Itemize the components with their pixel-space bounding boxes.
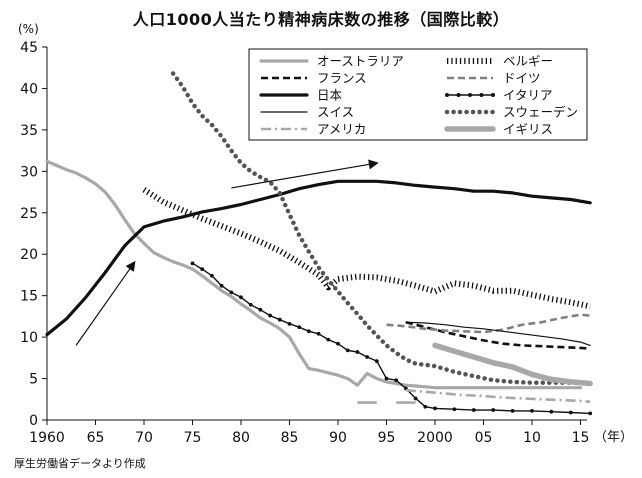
series-point-6 bbox=[384, 376, 389, 381]
series-line-3 bbox=[405, 320, 591, 350]
series-point-6 bbox=[423, 404, 428, 409]
legend-label: アメリカ bbox=[317, 122, 366, 137]
series-point-6 bbox=[345, 348, 350, 353]
y-tick-label: 20 bbox=[20, 247, 38, 263]
series-point-6 bbox=[549, 409, 554, 414]
series-point-6 bbox=[413, 396, 418, 401]
series-point-6 bbox=[200, 267, 205, 272]
series-point-6 bbox=[471, 408, 476, 412]
series-point-6 bbox=[258, 307, 263, 312]
series-point-6 bbox=[239, 295, 243, 300]
legend-label: イギリス bbox=[503, 122, 553, 137]
series-line-8 bbox=[170, 71, 593, 386]
legend-label: スイス bbox=[317, 105, 354, 120]
source-note: 厚生労働省データより作成 bbox=[14, 457, 146, 470]
x-tick-label: 10 bbox=[523, 430, 541, 446]
series-line-1 bbox=[45, 159, 583, 390]
legend-label: イタリア bbox=[503, 88, 553, 103]
y-tick-label: 0 bbox=[29, 413, 38, 429]
trend-arrow bbox=[231, 159, 379, 189]
series-point-6 bbox=[287, 321, 292, 326]
legend-swatch-point bbox=[479, 93, 484, 97]
series-point-6 bbox=[268, 313, 272, 318]
y-tick-label: 25 bbox=[20, 206, 38, 222]
chart-title: 人口1000人当たり精神病床数の推移（国際比較） bbox=[132, 10, 510, 29]
y-tick-label: 10 bbox=[20, 330, 38, 346]
legend-label: フランス bbox=[317, 71, 367, 86]
legend-label: 日本 bbox=[317, 88, 343, 103]
x-tick-label: 80 bbox=[232, 430, 250, 446]
x-axis-unit: （年） bbox=[594, 430, 634, 445]
series-line-2 bbox=[142, 187, 591, 310]
series-line-7 bbox=[405, 321, 591, 346]
series-point-6 bbox=[219, 283, 224, 288]
legend-label: スウェーデン bbox=[503, 105, 578, 120]
x-tick-label: 85 bbox=[281, 430, 299, 446]
legend-swatch-point bbox=[491, 93, 495, 97]
series-point-6 bbox=[530, 408, 534, 413]
x-tick-label: 05 bbox=[475, 430, 493, 446]
x-tick-label: 1960 bbox=[29, 430, 65, 446]
series-point-6 bbox=[336, 341, 340, 346]
x-tick-label: 90 bbox=[329, 430, 347, 446]
x-tick-label: 70 bbox=[135, 430, 153, 446]
series-point-6 bbox=[229, 290, 234, 295]
legend-label: ドイツ bbox=[503, 71, 541, 86]
x-tick-label: 2000 bbox=[417, 430, 453, 446]
series-point-6 bbox=[307, 329, 311, 334]
legend-swatch-point bbox=[468, 93, 472, 97]
series-point-6 bbox=[588, 411, 593, 416]
series-line-5 bbox=[45, 179, 592, 337]
y-tick-label: 45 bbox=[20, 40, 38, 56]
series-point-6 bbox=[277, 317, 282, 322]
series-point-6 bbox=[210, 273, 214, 278]
legend-swatch-point bbox=[445, 93, 449, 97]
series-point-6 bbox=[433, 406, 437, 411]
legend-label: ベルギー bbox=[503, 54, 553, 69]
series-point-6 bbox=[365, 355, 369, 359]
y-tick-label: 35 bbox=[20, 123, 38, 139]
x-tick-label: 75 bbox=[184, 430, 202, 446]
y-tick-label: 30 bbox=[20, 164, 38, 180]
y-tick-label: 40 bbox=[20, 81, 38, 97]
series-line-10 bbox=[432, 342, 593, 387]
y-tick-label: 15 bbox=[20, 289, 38, 305]
series-line-6 bbox=[191, 262, 591, 415]
x-tick-label: 95 bbox=[378, 430, 396, 446]
series-point-6 bbox=[316, 331, 321, 336]
series-point-6 bbox=[510, 408, 515, 413]
series-point-6 bbox=[452, 407, 457, 412]
legend-label: オーストラリア bbox=[317, 54, 404, 69]
series-point-6 bbox=[326, 337, 331, 342]
legend-swatch-point bbox=[456, 93, 461, 97]
series-point-6 bbox=[568, 410, 573, 415]
x-tick-label: 65 bbox=[87, 430, 105, 446]
y-axis-unit: (%) bbox=[18, 22, 39, 36]
series-point-6 bbox=[355, 350, 360, 354]
series-line-4 bbox=[386, 313, 591, 334]
trend-arrow bbox=[75, 260, 136, 346]
y-tick-label: 5 bbox=[29, 372, 38, 388]
series-point-6 bbox=[491, 408, 496, 412]
series-point-6 bbox=[394, 378, 399, 383]
series-line-9 bbox=[405, 388, 591, 404]
series-point-6 bbox=[190, 261, 195, 266]
series-point-6 bbox=[297, 325, 302, 330]
series-point-6 bbox=[248, 302, 253, 307]
x-tick-label: 15 bbox=[572, 430, 590, 446]
series-point-6 bbox=[374, 359, 379, 364]
